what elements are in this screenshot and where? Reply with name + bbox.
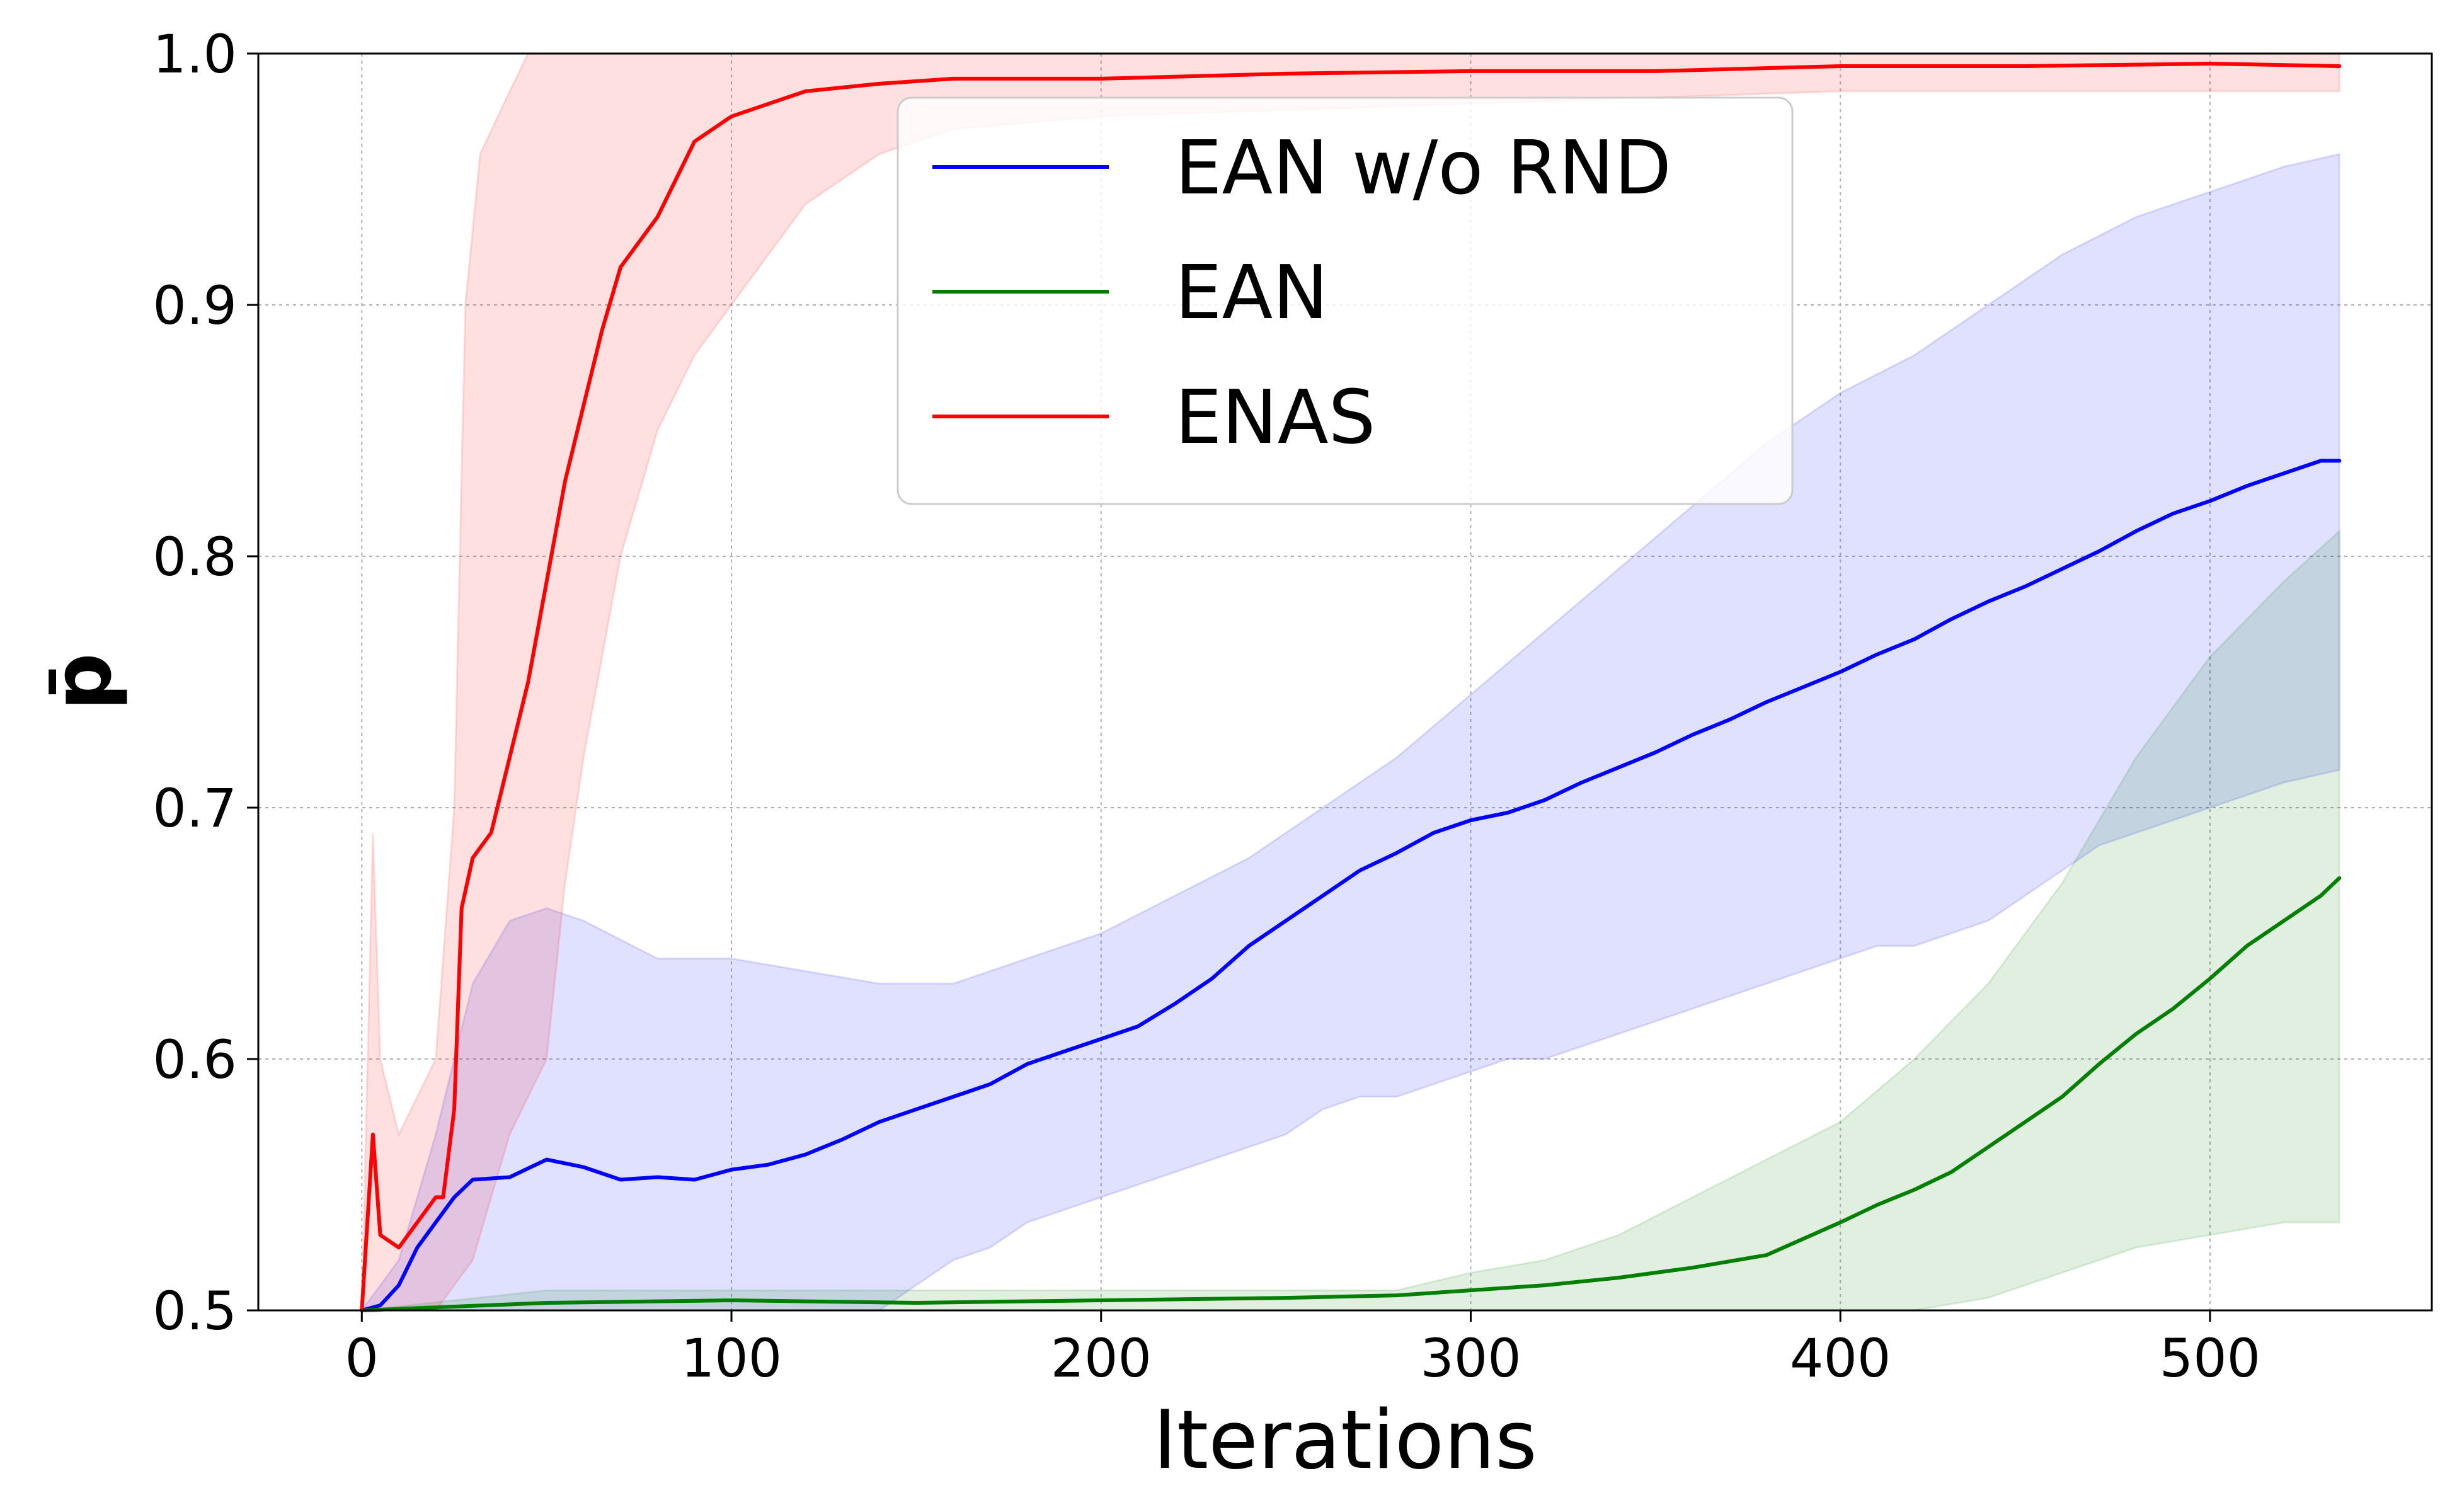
- y-ticks: 0.5 0.6 0.7 0.8 0.9 1.0: [152, 23, 258, 1342]
- x-tick-label: 200: [1051, 1327, 1152, 1389]
- band-enas: [360, 52, 2340, 1312]
- x-ticks: 0 100 200 300 400 500: [345, 1310, 2260, 1389]
- x-tick-label: 400: [1790, 1327, 1891, 1389]
- y-tick-label: 0.8: [152, 526, 237, 588]
- y-tick-label: 1.0: [152, 23, 237, 85]
- legend-box: [896, 96, 1794, 505]
- x-axis-label: Iterations: [1153, 1394, 1537, 1487]
- band-ean: [362, 529, 2340, 1312]
- y-tick-label: 0.9: [152, 275, 237, 336]
- y-axis-label: p̄: [36, 653, 130, 711]
- legend-label: ENAS: [1175, 374, 1375, 461]
- x-tick-label: 300: [1420, 1327, 1521, 1389]
- line-ean-w-o-rnd: [360, 459, 2342, 1312]
- legend: EAN w/o RND EAN ENAS: [896, 96, 1794, 505]
- series-lines: [360, 62, 2342, 1312]
- confidence-bands: [360, 52, 2340, 1312]
- plot-frame: [257, 52, 2433, 1312]
- y-tick-label: 0.5: [152, 1280, 237, 1342]
- band-ean-w-o-rnd: [360, 152, 2340, 1312]
- y-tick-label: 0.6: [152, 1029, 237, 1091]
- line-ean: [360, 876, 2342, 1312]
- legend-label: EAN w/o RND: [1175, 124, 1671, 211]
- line-enas: [360, 62, 2342, 1312]
- y-tick-label: 0.7: [152, 777, 237, 839]
- x-tick-label: 100: [681, 1327, 782, 1389]
- legend-label: EAN: [1175, 249, 1329, 336]
- x-tick-label: 500: [2160, 1327, 2260, 1389]
- x-tick-label: 0: [345, 1327, 379, 1389]
